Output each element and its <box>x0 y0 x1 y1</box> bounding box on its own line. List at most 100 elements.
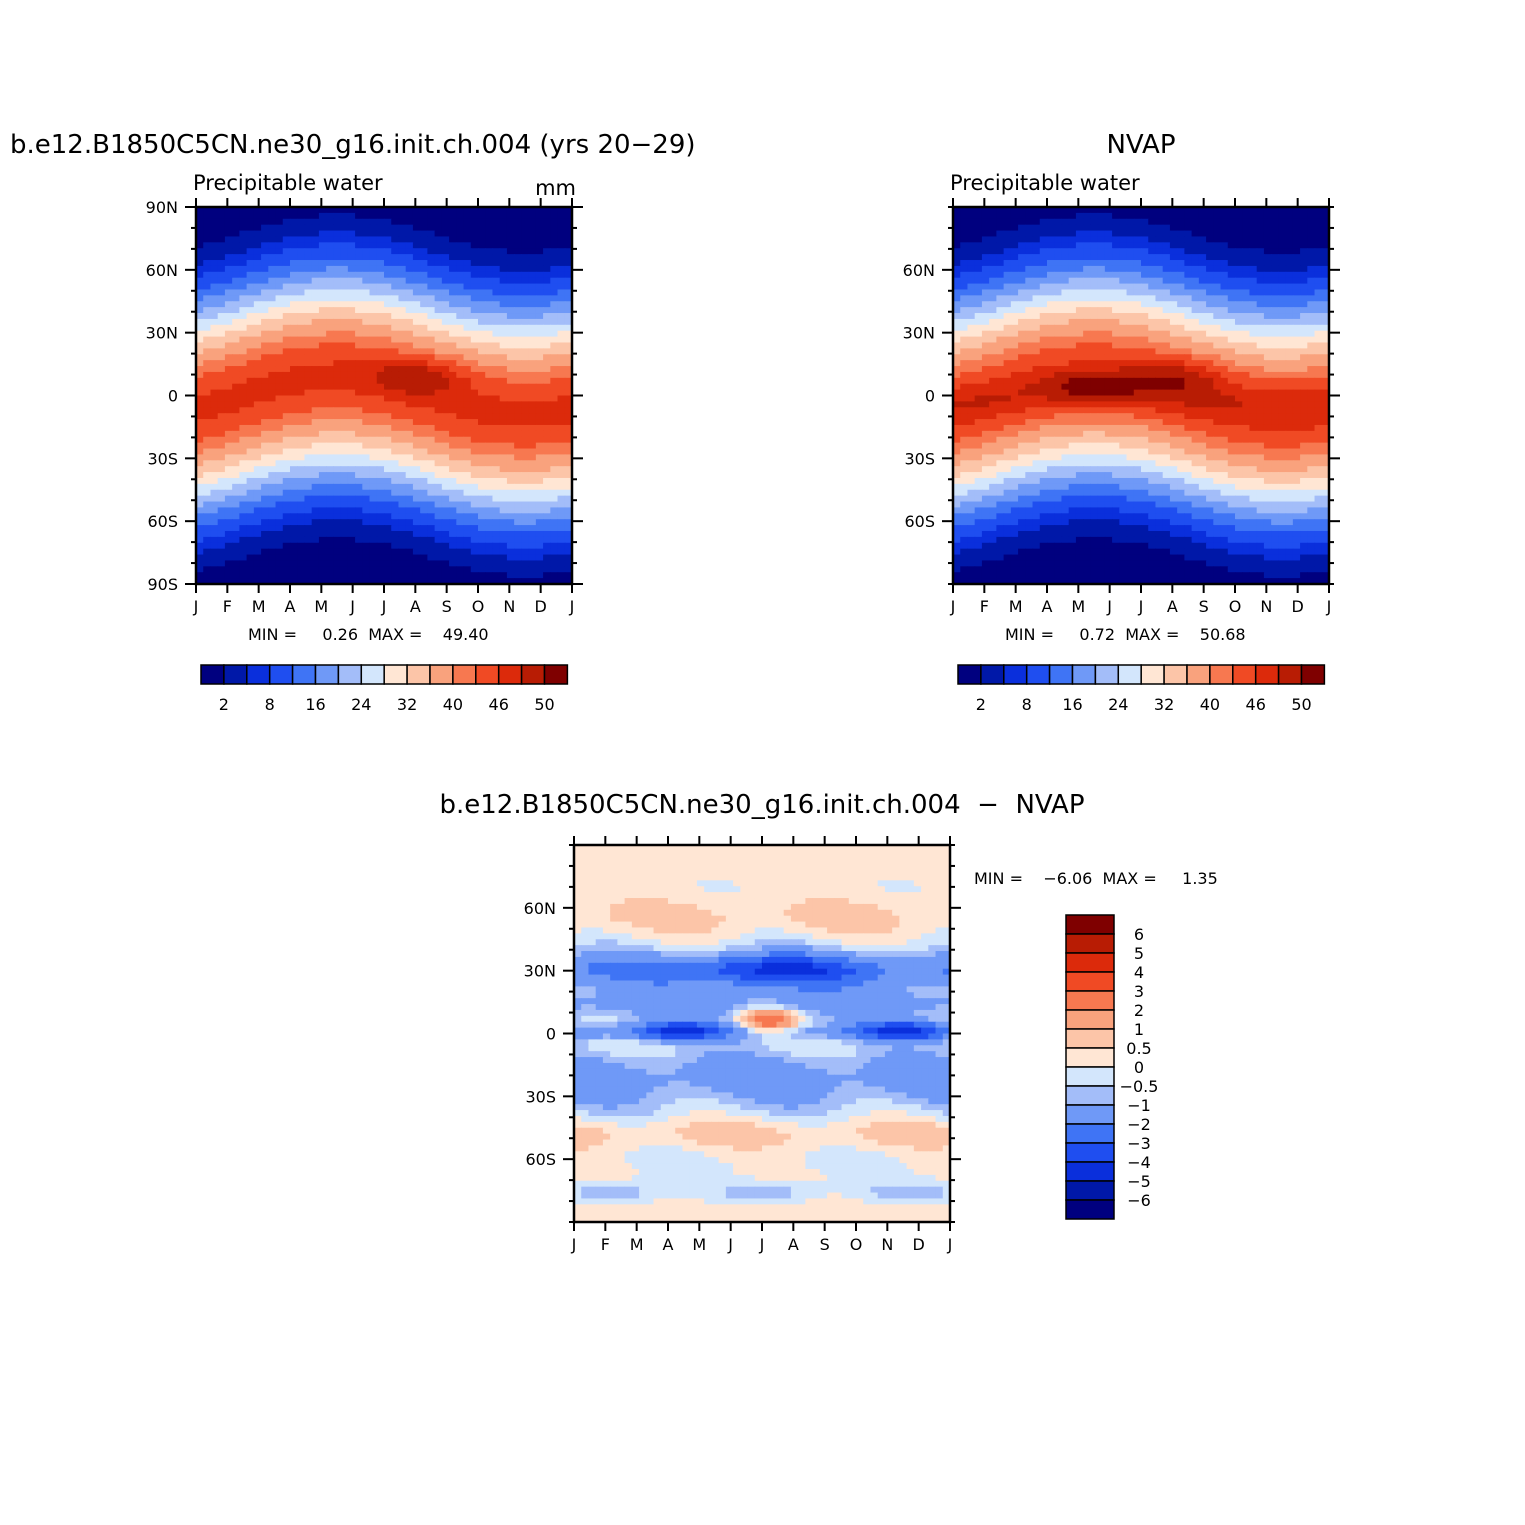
contour-cell <box>521 218 530 226</box>
contour-cell <box>1184 295 1193 302</box>
contour-cell <box>369 536 378 544</box>
contour-cell <box>456 413 465 420</box>
contour-cell <box>434 442 443 450</box>
contour-cell <box>1242 248 1251 255</box>
contour-cell <box>441 301 450 308</box>
contour-cell <box>953 289 961 296</box>
contour-cell <box>268 295 277 302</box>
contour-cell <box>1155 289 1164 296</box>
contour-cell <box>1104 212 1113 220</box>
contour-cell <box>203 507 212 514</box>
contour-cell <box>974 207 983 214</box>
contour-cell <box>326 448 334 456</box>
contour-cell <box>398 354 407 361</box>
contour-cell <box>203 530 212 538</box>
contour-cell <box>253 442 262 450</box>
contour-cell <box>1054 313 1063 320</box>
contour-cell <box>1083 377 1091 385</box>
contour-cell <box>550 354 559 361</box>
contour-cell <box>449 236 457 243</box>
contour-cell <box>441 389 450 397</box>
contour-cell <box>239 295 248 302</box>
contour-cell <box>1155 207 1164 214</box>
contour-cell <box>535 536 544 544</box>
contour-cell <box>210 371 219 379</box>
contour-cell <box>253 519 262 526</box>
contour-cell <box>1213 295 1222 302</box>
contour-cell <box>210 536 219 544</box>
contour-cell <box>492 242 501 249</box>
contour-cell <box>1133 289 1142 296</box>
contour-cell <box>369 548 378 556</box>
contour-cell <box>246 307 255 314</box>
contour-cell <box>550 430 559 438</box>
contour-cell <box>261 301 269 308</box>
contour-cell <box>1054 271 1063 279</box>
contour-cell <box>1213 265 1222 273</box>
contour-cell <box>543 271 551 279</box>
contour-cell <box>514 554 522 562</box>
contour-cell <box>521 254 530 261</box>
contour-cell <box>1256 366 1265 373</box>
contour-cell <box>326 318 334 326</box>
contour-cell <box>391 218 400 226</box>
contour-cell <box>362 483 371 491</box>
contour-cell <box>550 519 559 526</box>
contour-cell <box>1242 348 1251 355</box>
contour-cell <box>275 507 284 514</box>
contour-cell <box>470 383 479 391</box>
contour-cell <box>449 477 457 485</box>
contour-cell <box>434 489 443 497</box>
contour-cell <box>521 542 530 550</box>
contour-cell <box>427 224 436 232</box>
contour-cell <box>369 436 378 444</box>
contour-cell <box>232 542 240 550</box>
contour-cell <box>557 265 566 273</box>
contour-cell <box>333 248 342 255</box>
contour-cell <box>1184 271 1193 279</box>
contour-cell <box>347 572 356 579</box>
contour-cell <box>478 336 486 344</box>
contour-cell <box>268 212 277 220</box>
contour-cell <box>528 324 537 332</box>
contour-cell <box>253 336 262 344</box>
contour-cell <box>398 318 407 326</box>
contour-cell <box>420 525 428 532</box>
contour-cell <box>405 413 414 420</box>
contour-cell <box>485 383 494 391</box>
contour-cell <box>311 236 320 243</box>
contour-cell <box>521 424 530 432</box>
contour-cell <box>369 366 378 373</box>
contour-cell <box>391 342 400 349</box>
contour-cell <box>391 277 400 285</box>
contour-cell <box>398 254 407 261</box>
contour-cell <box>1097 324 1106 332</box>
contour-cell <box>1191 230 1200 238</box>
contour-cell <box>297 413 306 420</box>
contour-cell <box>282 383 291 391</box>
contour-cell <box>355 489 363 497</box>
contour-cell <box>1025 260 1034 267</box>
contour-cell <box>1148 377 1157 385</box>
contour-cell <box>506 501 515 509</box>
contour-cell <box>384 212 392 220</box>
contour-cell <box>1148 271 1157 279</box>
contour-cell <box>347 389 356 397</box>
contour-cell <box>1191 242 1200 249</box>
contour-cell <box>1235 271 1243 279</box>
contour-cell <box>1177 212 1185 220</box>
contour-cell <box>499 318 508 326</box>
contour-cell <box>217 542 226 550</box>
contour-cell <box>261 472 269 479</box>
contour-cell <box>1112 283 1120 291</box>
contour-cell <box>967 265 976 273</box>
contour-cell <box>232 277 240 285</box>
contour-cell <box>543 466 551 473</box>
contour-cell <box>1018 271 1026 279</box>
contour-cell <box>441 554 450 562</box>
contour-cell <box>456 242 465 249</box>
contour-cell <box>210 224 219 232</box>
contour-cell <box>543 295 551 302</box>
contour-cell <box>1097 307 1106 314</box>
contour-cell <box>953 218 961 226</box>
